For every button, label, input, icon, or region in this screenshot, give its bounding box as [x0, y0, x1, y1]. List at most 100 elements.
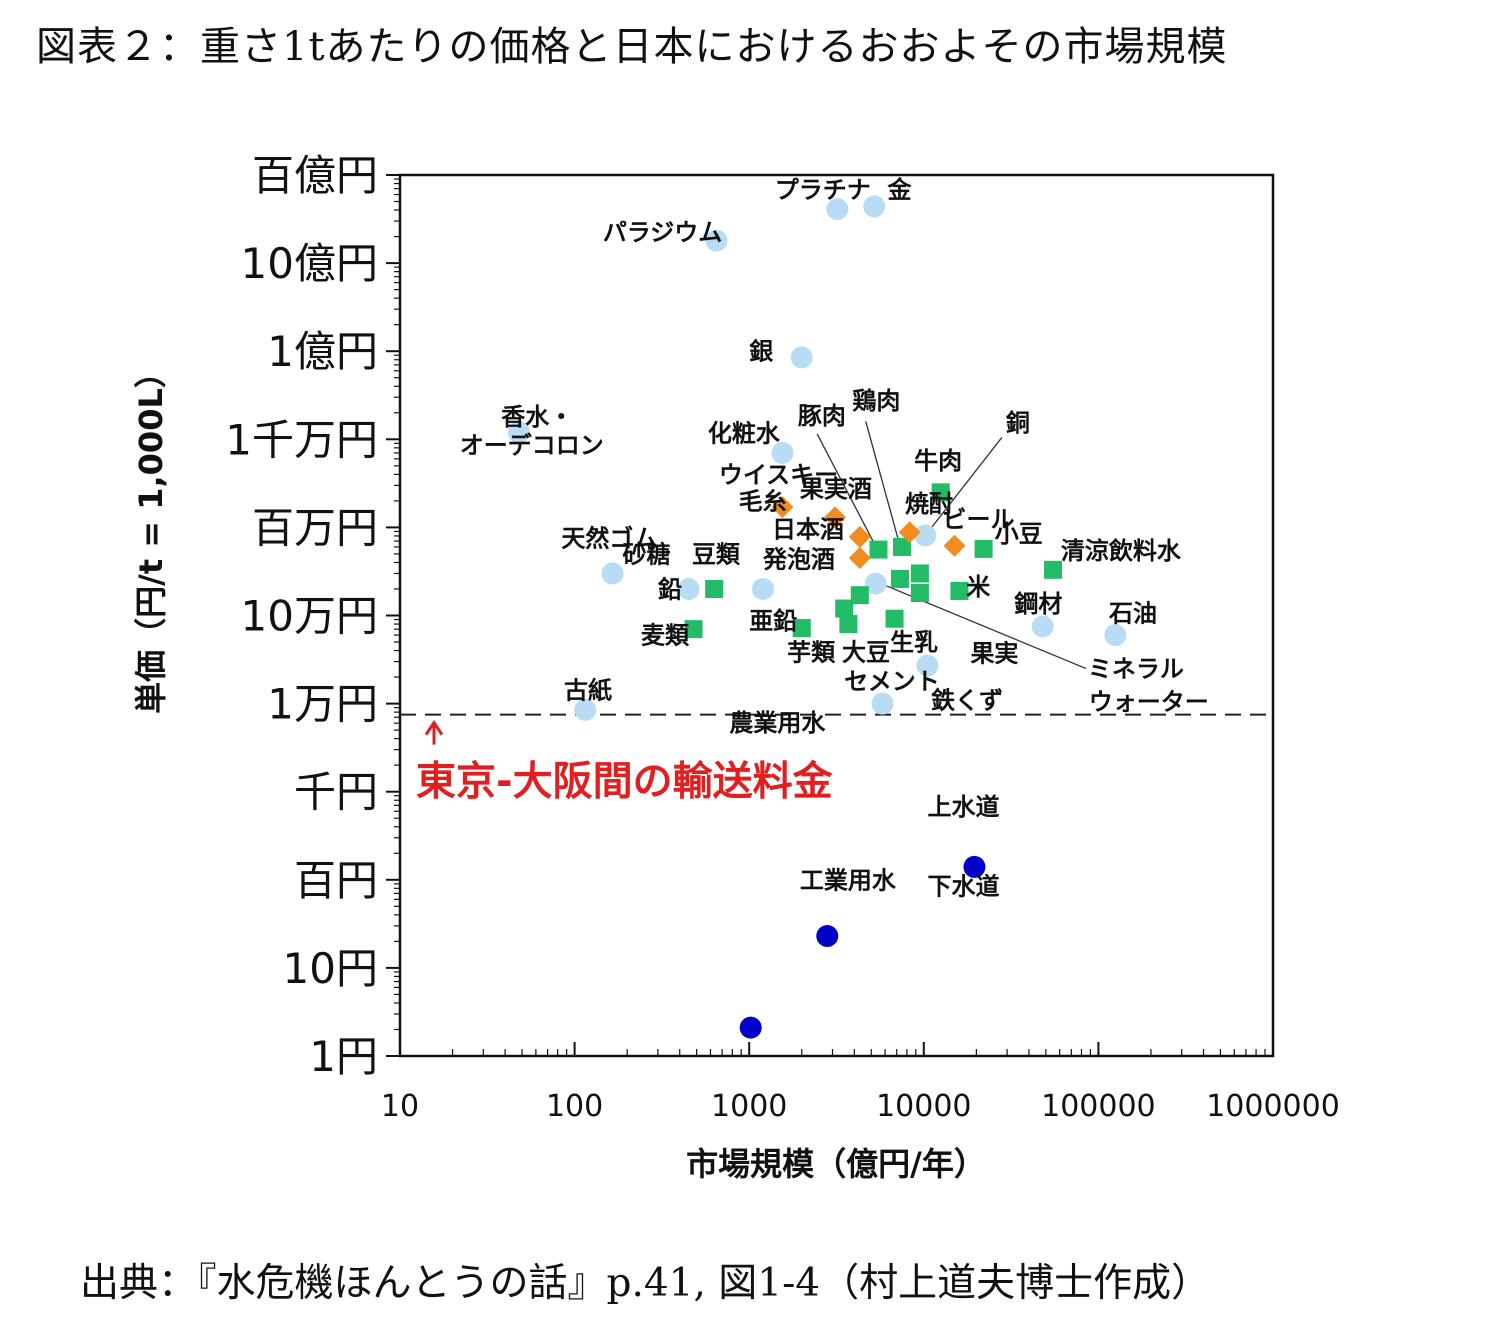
point-豚肉	[869, 540, 888, 559]
label-大豆: 大豆	[842, 638, 890, 666]
label-亜鉛: 亜鉛	[749, 607, 797, 635]
reference-arrow-head	[424, 719, 444, 736]
point-農業用水	[739, 1016, 762, 1039]
point-天然ゴム	[601, 562, 624, 585]
label-ビール: ビール	[943, 505, 1015, 533]
label-ウイスキー: ウイスキー	[719, 461, 838, 489]
point-ウイスキー	[771, 496, 794, 519]
label-清涼飲料水: 清涼飲料水	[1061, 537, 1182, 565]
point-芋類	[792, 619, 811, 638]
point-化粧水	[771, 441, 794, 464]
label-生乳: 生乳	[890, 629, 938, 657]
point-米	[950, 581, 969, 600]
x-tick-label: 1000000	[1206, 1089, 1340, 1124]
point-ビール	[943, 534, 966, 557]
point-金	[863, 195, 886, 218]
label-果実: 果実	[970, 640, 1018, 668]
point-亜鉛	[752, 577, 775, 600]
point-豆類	[890, 569, 909, 588]
label-麦類: 麦類	[641, 622, 690, 650]
label-小豆: 小豆	[995, 520, 1043, 548]
data-points	[507, 195, 1127, 1039]
point-野菜	[835, 599, 854, 618]
point-焼酎	[898, 521, 921, 544]
label-鋼材: 鋼材	[1014, 590, 1062, 618]
label-工業用水: 工業用水	[800, 866, 897, 894]
label-鉛: 鉛	[658, 576, 682, 604]
point-鋼材	[1031, 615, 1054, 638]
point-上水道	[963, 855, 986, 878]
x-axis-ticks: 10 100 1000 10000 100000 1000000	[381, 1042, 1340, 1124]
y-tick-label: 10円	[283, 944, 378, 993]
point-工業用水	[816, 925, 839, 948]
point-石油	[1104, 624, 1127, 647]
point-その他	[850, 586, 869, 605]
label-銅: 銅	[1006, 409, 1030, 437]
reference-line-label: 東京-大阪間の輸送料金	[416, 759, 834, 805]
label-ウォーター: ウォーター	[1089, 688, 1209, 716]
y-tick-label: 千円	[294, 768, 378, 817]
x-tick-label: 10	[381, 1089, 419, 1124]
point-セメント	[916, 654, 939, 677]
label-砂糖: 砂糖	[622, 540, 670, 568]
label-銀: 銀	[749, 338, 773, 366]
point-小麦	[910, 564, 929, 583]
label-パラジウム: パラジウム	[603, 219, 723, 247]
point-銅	[914, 524, 937, 547]
label-プラチナ: プラチナ	[775, 176, 871, 204]
y-tick-label: 10万円	[241, 592, 378, 641]
figure-title: 図表２：重さ1tあたりの価格と日本におけるおおよその市場規模	[36, 24, 1228, 70]
label-焼酎: 焼酎	[905, 490, 953, 518]
point-果実酒	[823, 506, 846, 529]
y-tick-label: 1千万円	[225, 415, 378, 464]
label-日本酒: 日本酒	[772, 515, 844, 543]
y-tick-label: 1億円	[267, 327, 378, 376]
label-芋類: 芋類	[787, 638, 836, 666]
point-鉄くず	[871, 692, 894, 715]
label-石油: 石油	[1108, 600, 1157, 628]
point-牛肉	[931, 483, 950, 502]
y-tick-label: 1万円	[267, 680, 378, 729]
label-セメント: セメント	[844, 667, 940, 695]
label-豚肉: 豚肉	[797, 402, 846, 430]
point-発泡酒	[848, 546, 871, 569]
point-清涼飲料水	[1044, 560, 1063, 579]
label-金: 金	[887, 176, 913, 204]
label-米: 米	[966, 573, 990, 601]
point-生乳	[885, 609, 904, 628]
label-下水道: 下水道	[927, 873, 999, 901]
label-毛糸: 毛糸	[739, 487, 787, 515]
label-鶏肉: 鶏肉	[852, 387, 900, 415]
point-パラジウム	[705, 229, 728, 252]
label-農業用水: 農業用水	[729, 709, 826, 737]
y-tick-label: 10億円	[241, 239, 378, 288]
x-tick-label: 100	[546, 1089, 603, 1124]
y-axis-label: 単価（円/t = 1,000L）	[132, 356, 170, 714]
y-tick-label: 百億円	[252, 151, 378, 200]
point-古紙	[574, 698, 597, 721]
y-tick-label: 百万円	[252, 503, 378, 552]
point-ミネラルウォーター	[864, 572, 887, 595]
label-上水道: 上水道	[927, 793, 999, 821]
label-古紙: 古紙	[564, 676, 612, 704]
label-鉄くず: 鉄くず	[931, 686, 1003, 714]
label-化粧水: 化粧水	[708, 419, 781, 447]
point-大豆	[839, 615, 858, 634]
y-tick-label: 1円	[309, 1032, 378, 1081]
leader-line	[816, 433, 878, 550]
point-鉛	[677, 577, 700, 600]
point-銀	[790, 346, 813, 369]
label-牛肉: 牛肉	[914, 447, 962, 475]
point-香水・オーデコロン	[507, 421, 530, 444]
leader-line	[926, 437, 1003, 535]
label-発泡酒: 発泡酒	[762, 546, 835, 574]
label-果実酒: 果実酒	[800, 475, 872, 503]
y-tick-label: 百円	[294, 856, 378, 905]
x-tick-label: 10000	[876, 1089, 971, 1124]
point-砂糖	[705, 579, 724, 598]
point-果実	[910, 584, 929, 603]
reference-line-group: 東京-大阪間の輸送料金	[400, 713, 1273, 805]
